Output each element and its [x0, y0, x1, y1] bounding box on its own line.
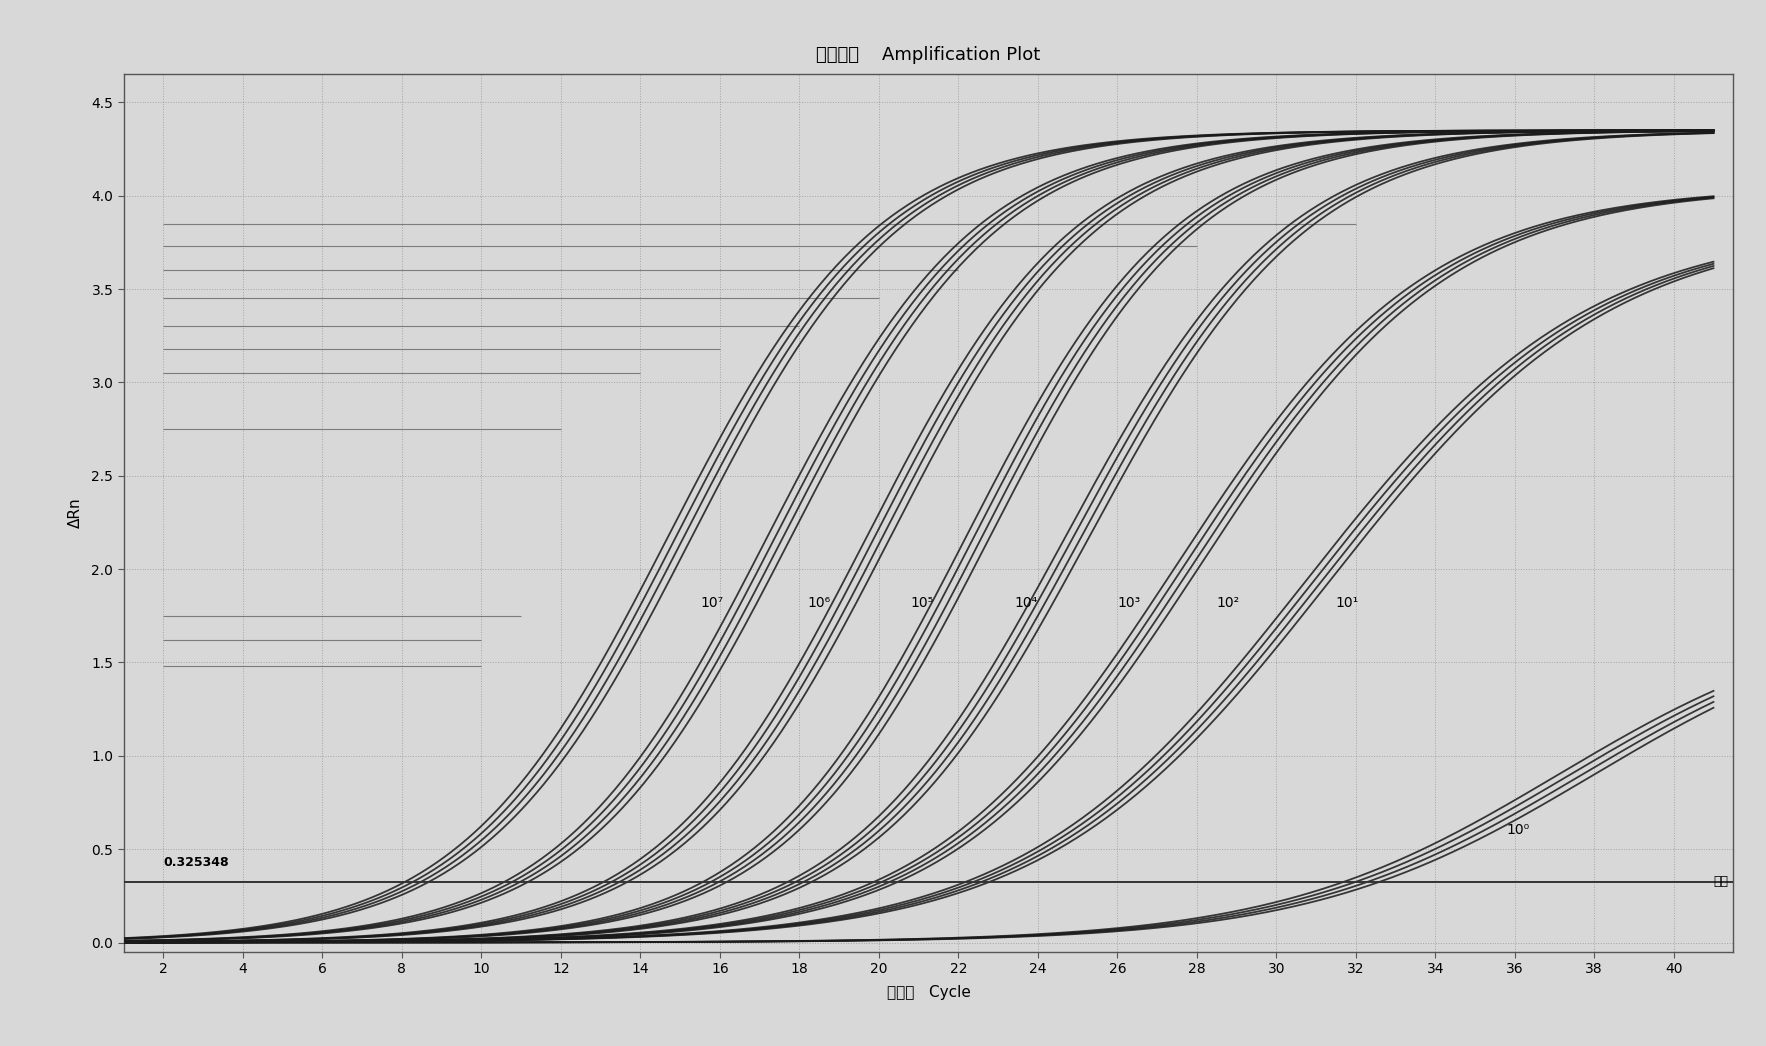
Text: 10⁴: 10⁴: [1014, 595, 1037, 610]
X-axis label: 循环数   Cycle: 循环数 Cycle: [887, 984, 971, 1000]
Text: 10⁰: 10⁰: [1506, 823, 1529, 838]
Text: 10⁶: 10⁶: [807, 595, 830, 610]
Text: 10⁵: 10⁵: [911, 595, 934, 610]
Title: 扩增曲线    Amplification Plot: 扩增曲线 Amplification Plot: [816, 46, 1040, 65]
Text: 10³: 10³: [1118, 595, 1141, 610]
Text: 10¹: 10¹: [1335, 595, 1360, 610]
Y-axis label: ΔRn: ΔRn: [67, 498, 83, 528]
Text: 10⁷: 10⁷: [699, 595, 724, 610]
Text: 阈値: 阈値: [1713, 876, 1729, 888]
Text: 10²: 10²: [1217, 595, 1240, 610]
Text: 0.325348: 0.325348: [164, 856, 230, 869]
